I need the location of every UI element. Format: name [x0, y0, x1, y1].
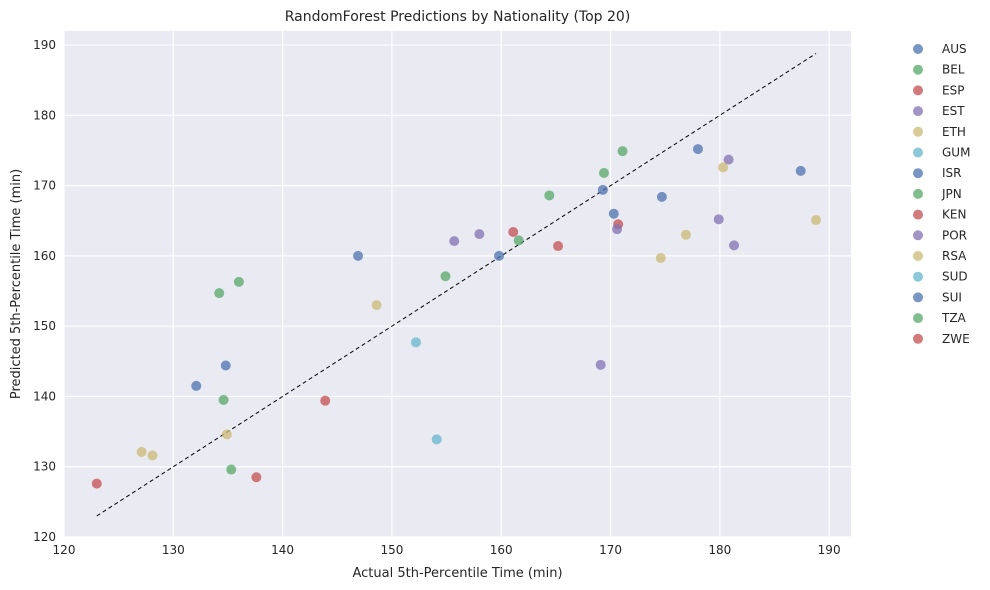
- data-point-bel: [218, 394, 229, 405]
- data-point-est: [449, 236, 460, 247]
- legend-marker-aus: [913, 44, 923, 54]
- legend-marker-sui: [913, 292, 923, 303]
- legend-marker-rsa: [913, 251, 923, 261]
- data-point-aus: [494, 250, 505, 261]
- y-tick-label: 150: [33, 319, 56, 333]
- legend-label-sui: SUI: [942, 290, 962, 304]
- data-point-est: [729, 240, 740, 251]
- data-point-eth: [136, 446, 147, 457]
- legend-marker-zwe: [913, 333, 923, 344]
- data-point-esp: [251, 472, 262, 483]
- data-point-bel: [598, 167, 609, 178]
- legend-label-jpn: JPN: [941, 187, 962, 201]
- data-point-est: [723, 154, 734, 165]
- data-point-gum: [431, 434, 442, 445]
- data-point-aus: [191, 380, 202, 391]
- data-point-aus: [795, 165, 806, 176]
- legend-label-rsa: RSA: [942, 249, 967, 263]
- y-tick-label: 170: [33, 179, 56, 193]
- y-tick-label: 130: [33, 460, 56, 474]
- y-tick-labels: 120 130 140 150 160 170 180 190: [33, 38, 56, 544]
- legend-label-por: POR: [942, 228, 967, 242]
- data-point-est: [474, 229, 485, 240]
- x-tick-label: 170: [599, 543, 622, 557]
- data-point-bel: [214, 288, 225, 299]
- legend-label-ken: KEN: [942, 208, 966, 222]
- x-tick-label: 130: [162, 543, 185, 557]
- data-point-eth: [371, 300, 382, 311]
- reference-line: [96, 53, 817, 517]
- y-tick-label: 180: [33, 108, 56, 122]
- data-point-eth: [718, 162, 729, 173]
- data-point-est: [612, 224, 623, 235]
- diagonal-reference-line: [96, 53, 817, 517]
- x-tick-label: 140: [271, 543, 294, 557]
- y-tick-label: 160: [33, 249, 56, 263]
- data-point-bel: [513, 235, 524, 246]
- data-points: [91, 144, 822, 489]
- data-point-aus: [597, 184, 608, 195]
- data-point-est: [713, 214, 724, 225]
- y-tick-label: 140: [33, 389, 56, 403]
- x-tick-labels: 120 130 140 150 160 170 180 190: [53, 543, 841, 557]
- data-point-aus: [656, 191, 667, 202]
- legend-marker-eth: [913, 126, 923, 137]
- data-point-esp: [91, 478, 102, 489]
- data-point-esp: [553, 241, 564, 252]
- data-point-esp: [508, 226, 519, 237]
- x-tick-label: 160: [490, 543, 513, 557]
- legend-marker-est: [913, 106, 923, 117]
- data-point-eth: [221, 429, 232, 440]
- legend-marker-por: [913, 230, 923, 241]
- legend-marker-bel: [913, 64, 923, 75]
- data-point-bel: [544, 190, 555, 201]
- y-tick-label: 190: [33, 38, 56, 52]
- legend-label-tza: TZA: [941, 311, 967, 325]
- legend-marker-sud: [913, 271, 923, 282]
- data-point-eth: [680, 229, 691, 240]
- data-point-aus: [220, 360, 231, 371]
- data-point-eth: [811, 215, 822, 226]
- legend-marker-gum: [913, 147, 923, 158]
- legend-marker-isr: [913, 168, 923, 179]
- x-axis-label: Actual 5th-Percentile Time (min): [352, 566, 562, 581]
- legend-marker-ken: [913, 209, 923, 220]
- legend-label-bel: BEL: [942, 63, 965, 77]
- legend-label-esp: ESP: [942, 83, 964, 97]
- data-point-eth: [655, 252, 666, 263]
- legend-label-sud: SUD: [942, 270, 968, 284]
- legend-marker-jpn: [913, 188, 923, 199]
- data-point-bel: [617, 146, 628, 157]
- data-point-aus: [353, 250, 364, 261]
- y-axis-label: Predicted 5th-Percentile Time (min): [9, 169, 24, 399]
- data-point-aus: [692, 144, 703, 155]
- legend-marker-esp: [913, 85, 923, 96]
- legend: AUS BEL ESP EST ETH GUM ISR JPN KEN POR RSA SUD SUI T…: [913, 42, 970, 346]
- legend-label-isr: ISR: [942, 166, 962, 180]
- legend-label-est: EST: [942, 104, 965, 118]
- grid-lines: [63, 31, 851, 538]
- x-tick-label: 120: [53, 543, 76, 557]
- data-point-gum: [410, 337, 421, 348]
- data-point-eth: [147, 450, 158, 461]
- legend-label-aus: AUS: [942, 42, 967, 56]
- data-point-bel: [440, 271, 451, 282]
- data-point-bel: [233, 276, 244, 287]
- chart-title: RandomForest Predictions by Nationality …: [285, 9, 631, 25]
- data-point-esp: [320, 395, 331, 406]
- legend-label-eth: ETH: [942, 125, 966, 139]
- data-point-est: [595, 359, 606, 370]
- data-point-bel: [226, 464, 237, 475]
- x-tick-label: 190: [818, 543, 841, 557]
- x-tick-label: 180: [708, 543, 731, 557]
- legend-label-zwe: ZWE: [942, 332, 970, 346]
- legend-label-gum: GUM: [942, 146, 970, 160]
- data-point-aus: [608, 208, 619, 219]
- x-tick-label: 150: [380, 543, 403, 557]
- legend-marker-tza: [913, 313, 923, 324]
- y-tick-label: 120: [33, 530, 56, 544]
